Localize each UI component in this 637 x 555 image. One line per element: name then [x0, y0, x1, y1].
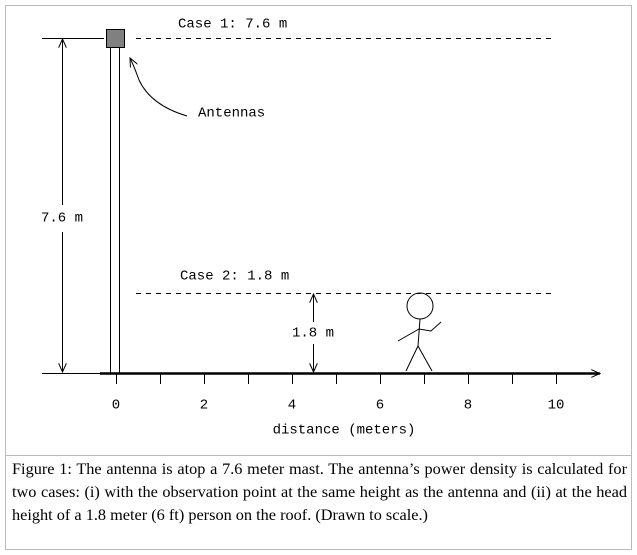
person [397, 292, 442, 372]
border [5, 5, 632, 550]
caption: Figure 1: The antenna is atop a 7.6 mete… [12, 459, 627, 524]
x-tick-label: 2 [200, 398, 208, 414]
person-height-label: 1.8 m [292, 326, 334, 342]
mast-height-label: 7.6 m [41, 211, 83, 227]
x-tick-label: 6 [376, 398, 384, 414]
antenna [106, 29, 125, 48]
x-tick-label: 4 [288, 398, 296, 414]
mast [110, 47, 120, 374]
antenna-pointer [130, 58, 188, 117]
x-tick-label: 0 [112, 398, 120, 414]
x-tick-label: 8 [464, 398, 472, 414]
case1-label: Case 1: 7.6 m [178, 17, 287, 33]
case2-label: Case 2: 1.8 m [180, 269, 289, 285]
x-tick-label: 10 [548, 398, 565, 414]
antennas-label: Antennas [198, 106, 265, 122]
x-axis-label: distance (meters) [273, 423, 416, 439]
